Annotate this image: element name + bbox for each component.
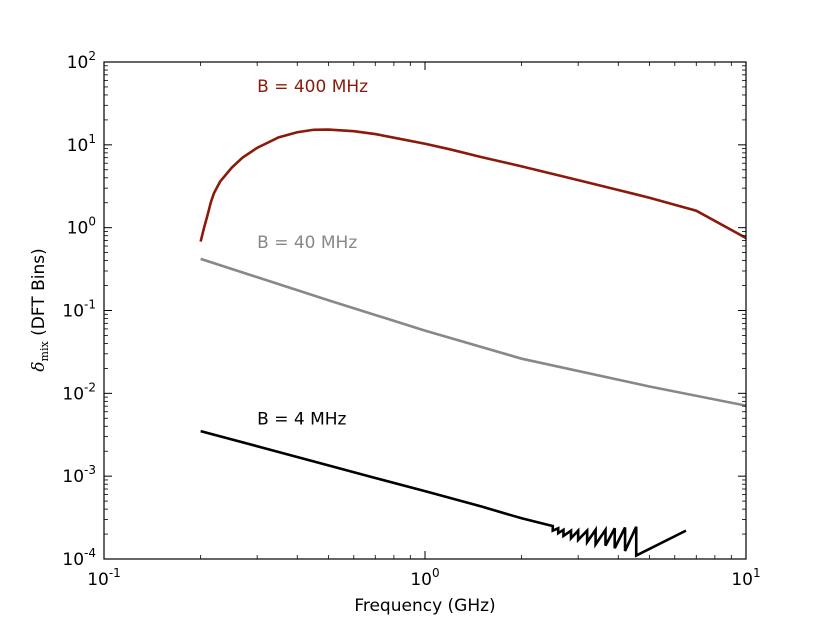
plot-area	[104, 62, 746, 559]
series-line-b-40-mhz	[200, 257, 746, 407]
series-label-b-4-mhz: B = 4 MHz	[257, 410, 346, 430]
y-tick-label: 10-4	[62, 546, 96, 570]
x-tick-label: 10-1	[87, 566, 121, 590]
series-label-b-400-mhz: B = 400 MHz	[257, 77, 368, 97]
y-tick-label: 10-1	[62, 298, 96, 322]
y-axis-label: δmix (DFT Bins)	[29, 248, 51, 371]
plot-frame	[103, 61, 747, 560]
x-tick-label: 100	[410, 566, 439, 590]
x-axis-label: Frequency (GHz)	[354, 596, 495, 616]
y-tick-label: 101	[67, 132, 96, 156]
y-tick-label: 100	[67, 215, 96, 239]
y-axis-label-sub: mix	[38, 341, 51, 362]
x-tick-label: 101	[731, 566, 760, 590]
y-axis-label-symbol: δ	[29, 361, 49, 371]
y-tick-label: 10-3	[62, 463, 96, 487]
labels-layer: B = 400 MHz B = 40 MHz B = 4 MHz 10-1 100 101…	[62, 49, 760, 590]
series-line-b-4-mhz	[200, 429, 687, 558]
series-line-b-400-mhz	[199, 128, 746, 242]
y-tick-label: 10-2	[62, 380, 96, 404]
y-tick-label: 102	[67, 49, 96, 73]
y-axis-label-rest: (DFT Bins)	[29, 248, 49, 341]
series-layer	[199, 128, 746, 558]
series-label-b-40-mhz: B = 40 MHz	[257, 233, 357, 253]
